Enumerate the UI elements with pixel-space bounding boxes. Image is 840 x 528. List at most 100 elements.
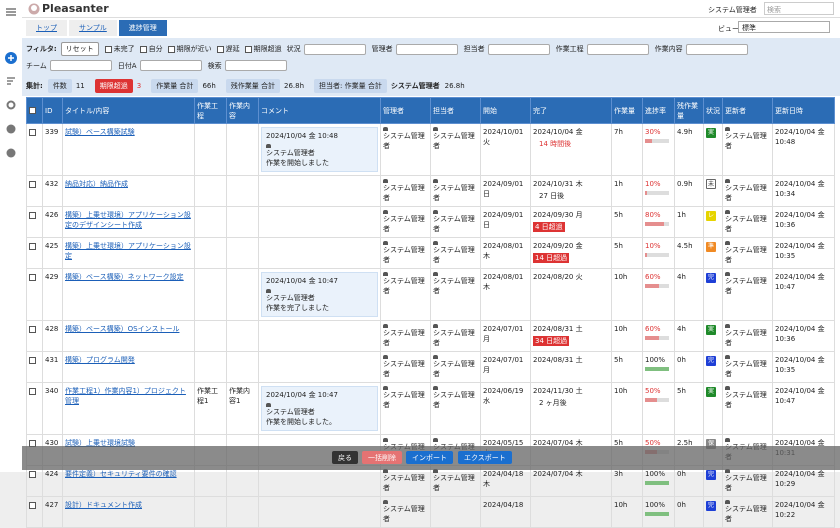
id: 431 [42,351,63,383]
filter-check[interactable]: 期限が近い [167,45,212,53]
select-box[interactable] [685,43,748,55]
column-header[interactable]: 進捗率 [642,97,675,124]
end-text: 2024/07/04 木 [533,439,583,447]
end: 2024/09/30 月 4 日超過 [530,206,612,238]
select-box[interactable] [139,60,202,71]
column-header[interactable]: 作業工程 [194,97,227,124]
column-header[interactable]: 更新者 [722,97,773,124]
select-box[interactable] [303,43,366,55]
select-box[interactable] [395,43,458,55]
filter-check[interactable]: 未完了 [104,45,135,53]
column-header[interactable]: 作業内容 [226,97,259,124]
user-icon [266,403,271,407]
checkbox[interactable] [29,242,36,250]
title[interactable]: 構築）上乗せ環境）アプリケーション設定のデザインシート作成 [65,211,191,229]
process [194,351,227,383]
row: 340 作業工程1）作業内容1）プロジェクト管理 作業工程1 作業内容1 2024/10… [26,382,835,435]
progress-bar [645,481,669,485]
checkbox[interactable] [29,387,36,395]
checkbox[interactable] [29,356,36,364]
title[interactable]: 構築）プログラム開発 [65,356,135,364]
filter-check[interactable]: 自分 [139,45,163,53]
column-header[interactable]: 開始 [480,97,531,124]
user-icon [433,355,438,359]
comment [258,351,381,383]
process [194,123,227,176]
search[interactable]: 検索 [764,2,834,15]
select-box[interactable] [49,60,112,71]
summary-sub: システム管理者 [390,82,440,90]
checkbox[interactable] [29,128,36,136]
user-icon [725,386,730,390]
status-badge: 実 [706,325,716,335]
title[interactable]: 要件定義）セキュリティ要件の確認 [65,470,177,478]
summary-name: 残作業量 合計 [230,82,276,90]
progress-label: 60% [645,325,661,333]
breadcrumb-item[interactable]: サンプル [69,20,117,36]
footer-button[interactable]: インポート [406,451,453,464]
progress-label: 60% [645,273,661,281]
title[interactable]: 試験）ベース構築試験 [65,128,135,136]
column-header[interactable]: 完了 [530,97,612,124]
row: 428 構築）ベース構築）OSインストール システム管理者 システム管理者 2024/0… [26,320,835,352]
start: 2024/04/18 木 [480,465,531,497]
progress-track [645,512,669,516]
title[interactable]: 構築）ベース構築）ネットワーク設定 [65,273,184,281]
filter-select: 検索 [208,60,287,71]
select-box[interactable] [586,43,649,55]
start-text: 2024/06/19 [483,387,524,395]
breadcrumb-item[interactable]: トップ [26,20,67,36]
select-box[interactable] [224,60,287,71]
end: 2024/08/31 土 34 日超過 [530,320,612,352]
comment [258,237,381,269]
footer-button[interactable]: 戻る [332,451,358,464]
process-text: 作業工程1 [197,387,218,405]
filter-check[interactable]: 期限超過 [244,45,282,53]
footer-button[interactable]: エクスポート [458,451,512,464]
column-header[interactable]: コメント [258,97,381,124]
column-header[interactable]: 更新日時 [772,97,835,124]
progress-track [645,253,669,257]
checkbox[interactable] [29,325,36,333]
sidebar [0,0,22,472]
end-text: 2024/10/31 木 [533,180,583,188]
updater: システム管理者 [722,496,773,528]
select-all[interactable] [26,97,43,124]
start: 2024/08/01 木 [480,268,531,321]
title[interactable]: 設計）ドキュメント作成 [65,501,142,509]
remaining: 5h [674,382,704,435]
title[interactable]: 作業工程1）作業内容1）プロジェクト管理 [65,387,186,405]
row-select [26,206,43,238]
checkbox[interactable] [29,180,36,188]
column-header[interactable]: ID [42,97,63,124]
checkbox[interactable] [29,211,36,219]
summary-value: 26.8h [444,82,465,90]
user-name: システム管理者 [725,360,767,378]
user[interactable]: システム管理者 [708,6,757,14]
check-label: 自分 [148,45,163,53]
reset-button[interactable]: リセット [60,42,99,56]
column-header[interactable]: 作業量 [611,97,643,124]
select-box[interactable] [487,43,550,55]
column-header[interactable]: 状況 [703,97,723,124]
checkbox[interactable] [29,273,36,281]
user-name: システム管理者 [266,408,315,416]
start-text: 木 [483,283,490,291]
checkbox[interactable] [29,470,36,478]
checkbox[interactable] [29,501,36,509]
column-header[interactable]: 残作業量 [674,97,704,124]
title[interactable]: 納品対応）納品作成 [65,180,128,188]
footer-button[interactable]: 一括削除 [362,451,402,464]
column-header[interactable]: タイトル/内容 [62,97,195,124]
column-header[interactable]: 担当者 [430,97,481,124]
column-header[interactable]: 管理者 [380,97,431,124]
title[interactable]: 試験）上乗せ環境試験 [65,439,135,447]
summary-name: 作業量 合計 [156,82,194,90]
filter-check[interactable]: 遅延 [216,45,240,53]
title[interactable]: 構築）ベース構築）OSインストール [65,325,180,333]
title[interactable]: 構築）上乗せ環境）アプリケーション設定 [65,242,191,260]
task [226,237,259,269]
user-icon [433,179,438,183]
view-select[interactable]: 標準 [738,21,830,33]
